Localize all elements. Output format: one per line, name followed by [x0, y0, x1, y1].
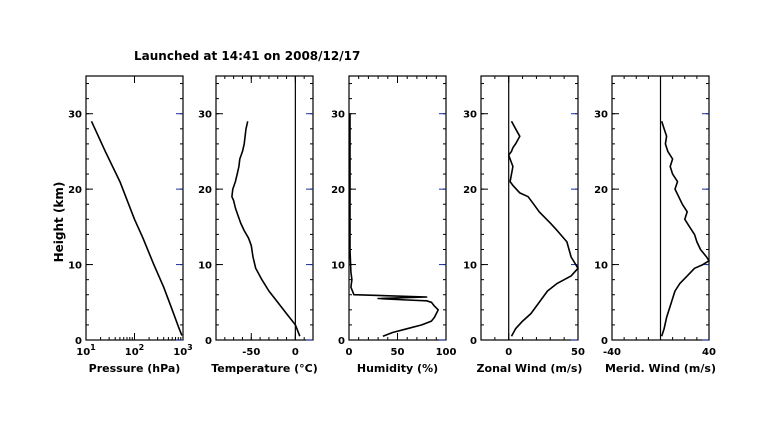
y-tick-label: 0	[205, 336, 212, 347]
x-tick-label: 50	[571, 347, 585, 358]
y-tick-label: 30	[463, 110, 477, 121]
x-tick-exponent: 3	[187, 343, 193, 352]
y-tick-label: 20	[198, 185, 212, 196]
x-minor-ticks	[480, 76, 579, 340]
panel-4: 0 10 20 30 0 50 Zonal Wind (m/s)	[463, 75, 585, 375]
y-tick-label: 10	[463, 261, 477, 272]
y-minor-ticks	[86, 83, 183, 326]
y-tick-label: 20	[331, 185, 345, 196]
panel-5: 0 10 20 30 -40 40 Merid. Wind (m/s)	[594, 75, 716, 375]
series-line	[349, 113, 440, 337]
x-tick-label: 40	[702, 347, 716, 358]
y-tick-label: 10	[331, 261, 345, 272]
y-tick-label: 10	[68, 261, 82, 272]
x-tick-label: 0	[292, 347, 299, 358]
series-line	[507, 120, 579, 337]
x-axis-label: Temperature (°C)	[211, 362, 318, 375]
x-axis-label: Pressure (hPa)	[89, 362, 181, 375]
x-tick-label: 100	[436, 347, 457, 358]
x-tick-label: 103	[173, 343, 193, 358]
y-tick-label: 20	[594, 185, 608, 196]
x-minor-ticks	[215, 76, 314, 340]
y-tick-label: 30	[68, 110, 82, 121]
y-minor-ticks	[481, 83, 578, 326]
x-minor-ticks	[100, 337, 182, 340]
panel-2: 0 10 20 30 -50 0 Temperature (°C)	[198, 75, 318, 375]
panel-3: 0 10 20 30 0 50 100 Humidity (%)	[331, 75, 457, 375]
x-axis-label: Merid. Wind (m/s)	[605, 362, 716, 375]
x-tick-label: 102	[125, 343, 145, 358]
plot-frame	[480, 75, 579, 341]
y-tick-label: 20	[463, 185, 477, 196]
series-line	[90, 120, 183, 336]
x-axis-label: Zonal Wind (m/s)	[477, 362, 583, 375]
series-line	[660, 121, 710, 337]
x-tick-label: -50	[242, 347, 260, 358]
y-tick-label: 0	[601, 336, 608, 347]
series-line	[231, 121, 301, 337]
x-tick-exponent: 2	[139, 343, 145, 352]
y-minor-ticks	[349, 83, 446, 326]
x-tick-label: -40	[603, 347, 621, 358]
y-axis-label: Height (km)	[52, 182, 66, 263]
chart-title: Launched at 14:41 on 2008/12/17	[134, 49, 360, 63]
y-tick-label: 10	[198, 261, 212, 272]
x-tick-label: 0	[346, 347, 353, 358]
y-tick-label: 30	[198, 110, 212, 121]
y-minor-ticks	[216, 83, 313, 326]
plot-frame	[348, 75, 447, 341]
plot-frame	[215, 75, 314, 341]
x-tick-label: 50	[391, 347, 405, 358]
y-tick-label: 0	[470, 336, 477, 347]
y-tick-label: 30	[594, 110, 608, 121]
y-tick-label: 0	[75, 336, 82, 347]
y-tick-label: 20	[68, 185, 82, 196]
x-tick-label: 0	[505, 347, 512, 358]
y-tick-label: 10	[594, 261, 608, 272]
y-tick-label: 30	[331, 110, 345, 121]
x-tick-exponent: 1	[90, 343, 96, 352]
x-minor-ticks	[348, 76, 447, 340]
y-tick-label: 0	[338, 336, 345, 347]
x-axis-label: Humidity (%)	[357, 362, 438, 375]
